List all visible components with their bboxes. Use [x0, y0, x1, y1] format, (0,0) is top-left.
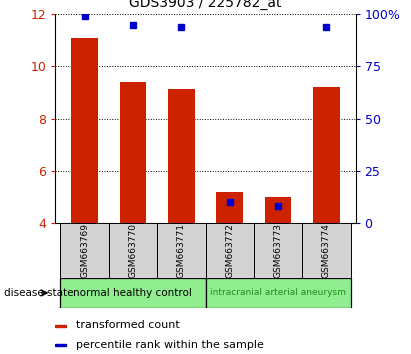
- Text: GSM663769: GSM663769: [80, 223, 89, 278]
- Bar: [206, 278, 351, 308]
- Bar: [55, 325, 66, 327]
- Text: transformed count: transformed count: [76, 320, 180, 330]
- Text: GSM663773: GSM663773: [274, 223, 283, 278]
- Bar: [168, 88, 195, 223]
- Bar: [254, 223, 302, 278]
- Text: GSM663770: GSM663770: [128, 223, 137, 278]
- Bar: [60, 278, 206, 308]
- Text: intracranial arterial aneurysm: intracranial arterial aneurysm: [210, 289, 346, 297]
- Bar: [109, 223, 157, 278]
- Text: percentile rank within the sample: percentile rank within the sample: [76, 340, 264, 350]
- Text: GSM663771: GSM663771: [177, 223, 186, 278]
- Text: normal healthy control: normal healthy control: [74, 288, 192, 298]
- Bar: [55, 344, 66, 346]
- Bar: [157, 223, 206, 278]
- Bar: [265, 197, 291, 223]
- Bar: [60, 223, 109, 278]
- Bar: [216, 192, 243, 223]
- Text: GSM663774: GSM663774: [322, 223, 331, 278]
- Bar: [120, 82, 146, 223]
- Text: disease state: disease state: [4, 288, 74, 298]
- Bar: [302, 223, 351, 278]
- Bar: [71, 38, 98, 223]
- Text: GSM663772: GSM663772: [225, 223, 234, 278]
- Bar: [313, 87, 340, 223]
- Title: GDS3903 / 225782_at: GDS3903 / 225782_at: [129, 0, 282, 10]
- Bar: [206, 223, 254, 278]
